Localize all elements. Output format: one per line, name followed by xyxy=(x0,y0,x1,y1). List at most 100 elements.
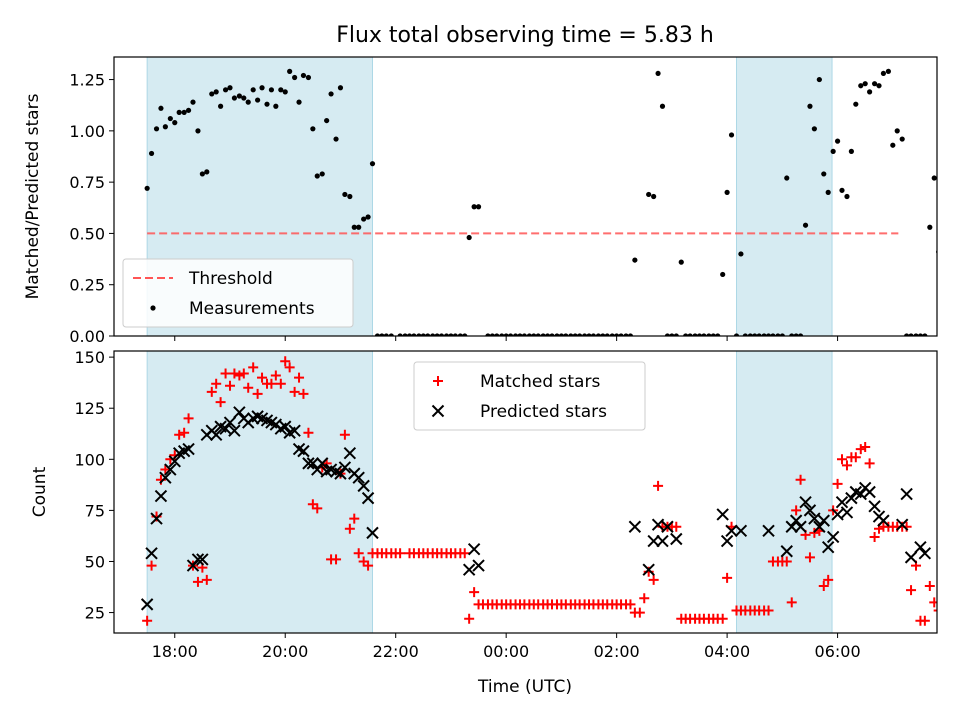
predicted-star-point xyxy=(821,540,835,554)
measurement-point xyxy=(347,193,353,200)
measurement-point xyxy=(540,333,546,336)
matched-star-point xyxy=(146,560,157,571)
matched-star-point xyxy=(781,556,792,567)
measurement-point xyxy=(927,224,933,230)
predicted-star-point xyxy=(826,530,840,544)
x-tick-label: 00:00 xyxy=(483,642,529,661)
measurement-point xyxy=(448,333,454,336)
matched-star-point xyxy=(238,368,249,379)
measurement-point xyxy=(342,191,348,198)
matched-star-point xyxy=(266,378,277,389)
predicted-star-point xyxy=(808,512,821,525)
measurement-point xyxy=(894,128,900,134)
matched-star-point xyxy=(653,480,664,491)
measurement-point xyxy=(153,126,160,132)
matched-star-point xyxy=(270,370,281,381)
measurement-point xyxy=(144,185,150,191)
matched-star-point xyxy=(298,388,309,399)
measurement-point xyxy=(651,193,657,200)
measurement-point xyxy=(582,333,588,336)
predicted-star-point xyxy=(302,457,315,470)
measurement-point xyxy=(526,333,532,336)
measurement-point xyxy=(512,333,519,336)
measurement-point xyxy=(218,103,224,109)
measurement-point xyxy=(222,87,229,93)
predicted-star-point xyxy=(191,553,205,566)
measurement-point xyxy=(310,126,316,132)
measurement-point xyxy=(880,70,887,77)
measurement-point xyxy=(577,333,583,336)
matched-star-point xyxy=(243,382,254,393)
legend: Matched stars Predicted stars xyxy=(413,361,646,431)
matched-star-point xyxy=(722,572,733,583)
y-tick-label: 1.00 xyxy=(69,122,105,141)
predicted-star-point xyxy=(716,508,729,521)
predicted-star-point xyxy=(145,547,158,560)
measurement-point xyxy=(775,333,781,336)
measurement-point xyxy=(259,85,265,91)
matched-star-point xyxy=(215,397,226,408)
predicted-star-point xyxy=(904,551,918,564)
measurement-point xyxy=(287,68,293,74)
measurement-point xyxy=(646,191,652,198)
measurement-point xyxy=(351,224,357,230)
matched-star-point xyxy=(924,581,935,591)
matched-star-point xyxy=(211,378,222,389)
measurement-point xyxy=(241,95,247,101)
measurement-point xyxy=(402,333,408,336)
measurement-point xyxy=(425,333,431,336)
predicted-star-point xyxy=(357,479,370,493)
measurement-point xyxy=(728,132,735,138)
measurement-point xyxy=(406,333,413,336)
predicted-star-point xyxy=(306,457,320,470)
measurement-point xyxy=(632,257,638,263)
matched-star-point xyxy=(648,574,659,585)
measurement-point xyxy=(673,333,679,336)
measurement-point xyxy=(273,103,279,109)
predicted-star-point xyxy=(651,518,665,531)
measurement-point xyxy=(715,333,721,336)
predicted-star-point xyxy=(734,524,748,538)
predicted-star-point xyxy=(789,514,803,527)
y-tick-label: 1.25 xyxy=(69,71,105,90)
measurement-point xyxy=(333,136,339,142)
predicted-star-point xyxy=(352,471,365,484)
measurement-point xyxy=(825,189,831,195)
measurement-point xyxy=(411,333,417,336)
measurement-point xyxy=(430,333,436,336)
measurement-point xyxy=(696,333,703,336)
legend-box xyxy=(413,361,646,431)
measurement-point xyxy=(535,333,541,336)
predicted-star-point xyxy=(799,496,812,509)
measurement-point xyxy=(756,333,762,336)
y-tick-label: 50 xyxy=(85,552,105,571)
predicted-star-point xyxy=(656,534,669,548)
predicted-star-point xyxy=(228,424,241,437)
measurement-point xyxy=(595,333,602,336)
measurement-point xyxy=(821,171,827,177)
matched-star-point xyxy=(855,444,866,455)
measurement-point xyxy=(475,204,482,210)
measurement-point xyxy=(931,175,937,181)
measurement-point xyxy=(816,76,822,83)
x-tick-label: 06:00 xyxy=(815,642,861,661)
matched-star-point xyxy=(869,531,880,542)
measurement-point xyxy=(724,189,730,195)
x-tick-label: 22:00 xyxy=(373,642,419,661)
measurement-point xyxy=(328,91,334,97)
measurement-point xyxy=(457,333,463,336)
measurement-point xyxy=(397,333,403,336)
predicted-star-point xyxy=(140,598,154,611)
measurement-point xyxy=(494,333,500,336)
predicted-star-point xyxy=(670,532,683,546)
predicted-star-point xyxy=(288,424,301,437)
matched-star-point xyxy=(860,442,871,453)
measurement-point xyxy=(158,105,164,111)
predicted-star-point xyxy=(628,520,642,533)
predicted-star-point xyxy=(361,491,375,505)
measurement-point xyxy=(369,161,376,167)
predicted-star-point xyxy=(223,416,237,429)
y-tick-label: 25 xyxy=(85,604,105,623)
matched-star-point xyxy=(252,388,263,399)
measurement-point xyxy=(659,103,666,109)
